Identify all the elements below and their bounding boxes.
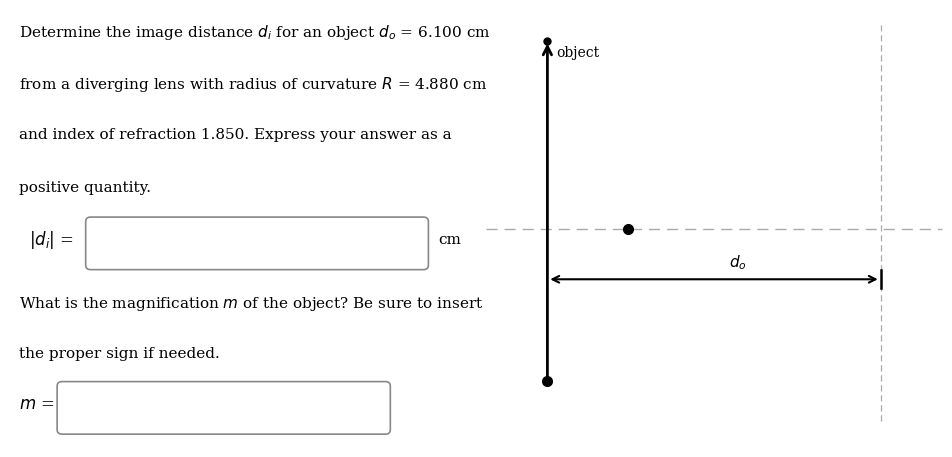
Text: Determine the image distance $d_i$ for an object $d_o$ = 6.100 cm: Determine the image distance $d_i$ for a…: [19, 23, 490, 42]
Text: positive quantity.: positive quantity.: [19, 181, 151, 195]
Text: from a diverging lens with radius of curvature $R$ = 4.880 cm: from a diverging lens with radius of cur…: [19, 75, 487, 95]
Text: $|d_i|$ =: $|d_i|$ =: [29, 229, 73, 251]
Text: What is the magnification $m$ of the object? Be sure to insert: What is the magnification $m$ of the obj…: [19, 295, 484, 313]
Text: cm: cm: [438, 233, 461, 247]
Text: and index of refraction 1.850. Express your answer as a: and index of refraction 1.850. Express y…: [19, 128, 451, 142]
Text: the proper sign if needed.: the proper sign if needed.: [19, 347, 220, 361]
FancyBboxPatch shape: [57, 382, 390, 434]
FancyBboxPatch shape: [86, 217, 428, 270]
Text: $d_o$: $d_o$: [729, 253, 746, 271]
Text: $m$ =: $m$ =: [19, 396, 54, 413]
Text: object: object: [556, 46, 599, 60]
